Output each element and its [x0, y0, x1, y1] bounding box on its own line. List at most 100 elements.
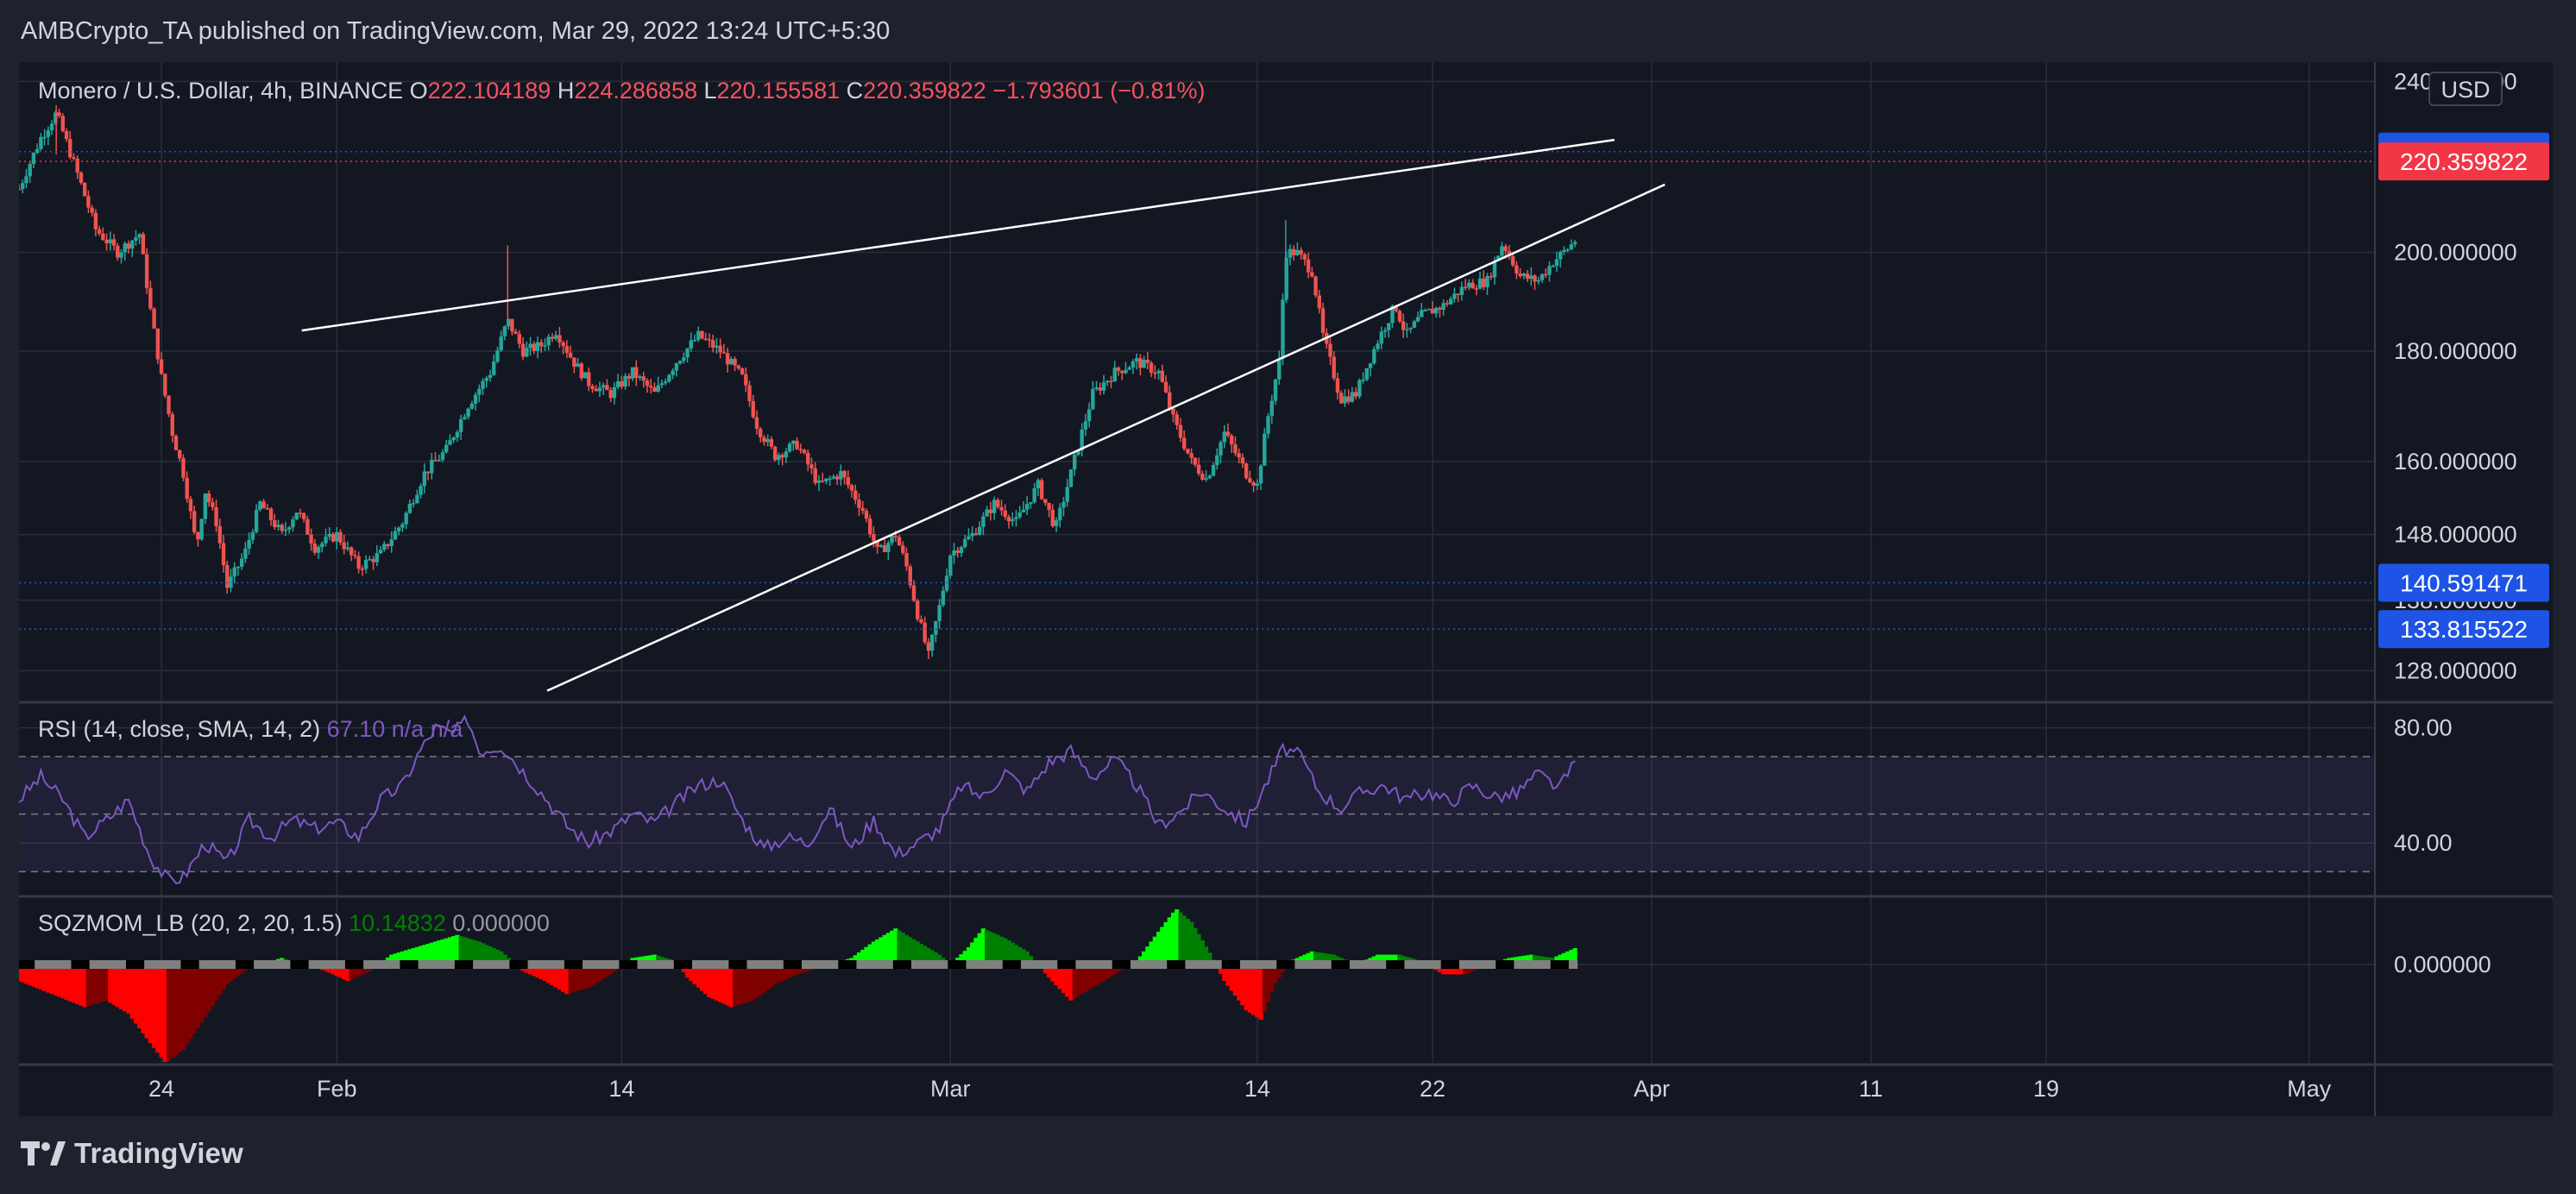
sqz-dot [670, 960, 676, 969]
sqz-dot [1108, 960, 1114, 969]
sqz-bar [331, 965, 336, 975]
candle-body [520, 343, 526, 357]
sqz-bar [772, 965, 778, 984]
candle-body [407, 503, 413, 513]
candle-body [597, 387, 602, 392]
candle-body [638, 376, 642, 378]
sqz-dot [1320, 960, 1326, 969]
sqz-dot [392, 960, 398, 969]
sqz-bar [414, 946, 419, 965]
candle-body [301, 512, 306, 519]
sqz-dot [341, 960, 347, 969]
candle-body [677, 361, 683, 364]
candle-body [1456, 293, 1460, 295]
sqz-dot [498, 960, 504, 969]
sqz-dot [630, 960, 636, 969]
sqz-dot [1371, 960, 1377, 969]
currency-label: USD [2441, 77, 2490, 103]
sqz-dot [104, 960, 110, 969]
candle-body [444, 444, 449, 453]
candle-body [842, 470, 847, 478]
candle-body [144, 254, 149, 288]
sqz-dot [728, 960, 734, 969]
sqz-dot [1170, 960, 1176, 969]
sqz-bar [466, 938, 471, 965]
sqz-bar [1237, 965, 1242, 1001]
sqz-dot [1294, 960, 1301, 969]
sqz-bar [1525, 955, 1530, 965]
sqz-dot [984, 960, 990, 969]
candle-body [970, 533, 974, 537]
sqz-dot [454, 960, 460, 969]
sqz-dot [560, 960, 566, 969]
sqz-bar [871, 941, 877, 965]
sqz-dot [626, 960, 632, 969]
publisher-line: AMBCrypto_TA published on TradingView.co… [21, 17, 891, 45]
sqz-dot [1411, 960, 1417, 969]
sqz-bar [995, 934, 1000, 965]
sqz-dot [312, 960, 318, 969]
candle-body [1105, 380, 1110, 383]
candle-body [1572, 242, 1578, 245]
sqz-bar [689, 965, 694, 981]
candle-body [725, 353, 730, 365]
sqz-dot [1232, 960, 1238, 969]
sqz-bar [71, 965, 77, 1003]
sqz-bar [699, 965, 705, 991]
tradingview-logo[interactable]: TradingView [21, 1137, 243, 1170]
candle-body [104, 240, 109, 244]
chart-svg[interactable]: 24 0.000000 200.000000 180.000000 160.000000… [19, 62, 2553, 1116]
trendline [301, 138, 1615, 332]
sqz-dot [1046, 960, 1052, 969]
sqz-dot [246, 960, 252, 969]
candle-body [356, 556, 361, 569]
sqz-bar [337, 965, 343, 978]
sqz-dot [1360, 960, 1366, 969]
sqz-dot [758, 960, 764, 969]
candle-body [1145, 359, 1150, 363]
sqz-dot [1477, 960, 1483, 969]
candle-body [1423, 310, 1427, 311]
sqz-bar [1207, 952, 1212, 965]
sqz-bar [1163, 921, 1168, 965]
sqz-dot [111, 960, 117, 969]
candle-body [1065, 487, 1069, 502]
sqz-dot [1306, 960, 1312, 969]
candle-body [587, 372, 591, 386]
sqz-bar [718, 965, 723, 1002]
candle-body [1507, 250, 1512, 257]
sqz-dot [1119, 960, 1125, 969]
candle-body [283, 529, 288, 531]
sqz-bar [915, 941, 920, 965]
sqz-dot [35, 960, 41, 969]
candle-body [342, 542, 346, 550]
candle-body [1485, 276, 1490, 287]
sqz-dot [187, 960, 193, 969]
time-tick-label: Apr [1634, 1076, 1670, 1102]
sqz-dot [56, 960, 62, 969]
candle-body [1540, 273, 1545, 280]
chart-area[interactable]: 24 0.000000 200.000000 180.000000 160.000000… [19, 62, 2553, 1116]
sqz-bar [908, 937, 913, 965]
candle-body [1536, 280, 1540, 282]
sqz-bar [929, 950, 935, 965]
sqz-dot [1408, 960, 1414, 969]
sqz-dot [82, 960, 88, 969]
sqz-bar [502, 954, 507, 965]
sqz-dot [578, 960, 584, 969]
sqz-bar [1441, 965, 1446, 975]
sqz-dot [1491, 960, 1497, 969]
sqz-dot [494, 960, 501, 969]
sqz-dot [356, 960, 362, 969]
sqz-bar [561, 965, 566, 992]
sqz-dot [962, 960, 968, 969]
sqz-dot [1404, 960, 1410, 969]
sqz-bar [352, 965, 357, 978]
price-tick-label: 148.000000 [2394, 522, 2517, 548]
candle-body [42, 136, 47, 139]
candle-body [1521, 273, 1527, 277]
candle-body [762, 437, 766, 443]
sqz-dot [992, 960, 998, 969]
candle-body [747, 385, 752, 401]
sqz-dot [1031, 960, 1037, 969]
